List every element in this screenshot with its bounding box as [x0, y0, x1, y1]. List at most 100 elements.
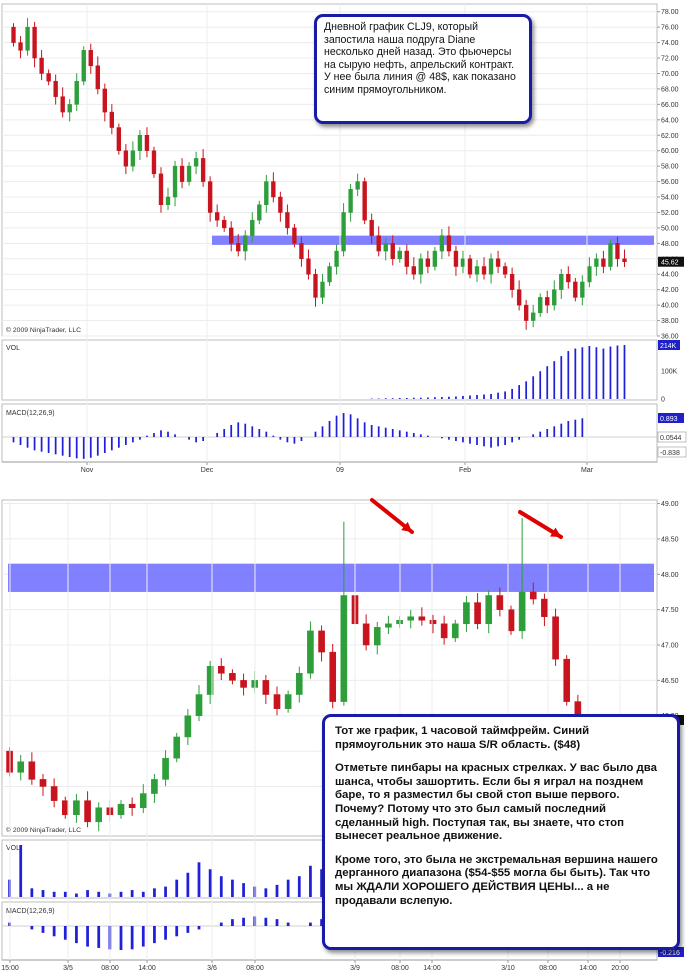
candle-body	[207, 181, 213, 213]
candle-body	[573, 281, 578, 298]
candle-body	[390, 243, 395, 260]
candle-body	[545, 297, 550, 306]
candle-body	[509, 273, 515, 290]
candle-body	[376, 235, 381, 252]
price-tick-label: 49.00	[661, 501, 679, 508]
candle-body	[32, 26, 37, 59]
macd-tick-label: 0.893	[660, 416, 678, 423]
candle-body	[320, 281, 325, 298]
candle-body	[229, 227, 234, 244]
daily-annotation-box: Дневной график CLJ9, который запостила н…	[314, 14, 532, 124]
candle-body	[474, 266, 480, 275]
price-tick-label: 38.00	[661, 318, 679, 325]
last-price-label: 45.62	[661, 260, 679, 267]
candle-body	[257, 204, 262, 221]
candle-body	[88, 50, 93, 67]
candle-body	[531, 312, 536, 321]
candle-body	[84, 800, 91, 823]
candle-body	[404, 250, 409, 267]
candle-body	[18, 42, 23, 51]
price-tick-label: 74.00	[661, 40, 679, 47]
x-tick-label: 09	[336, 467, 344, 474]
x-tick-label: 3/5	[63, 965, 73, 972]
candle-body	[151, 150, 157, 175]
candle-body	[507, 609, 515, 632]
candle-body	[151, 779, 158, 794]
candle-body	[39, 779, 47, 787]
price-tick-label: 47.50	[661, 607, 679, 614]
candle-body	[608, 243, 613, 267]
candle-body	[284, 694, 292, 709]
hourly-annotation-paragraph: Тот же график, 1 часовой таймфрейм. Сини…	[335, 725, 590, 751]
candle-body	[495, 258, 501, 267]
candle-body	[95, 807, 103, 823]
daily-annotation-text: Дневной график CLJ9, который запостила н…	[324, 21, 516, 96]
x-tick-label: 08:00	[391, 965, 409, 972]
candle-body	[615, 243, 620, 260]
candle-body	[243, 235, 248, 252]
candle-body	[407, 616, 415, 621]
macd-value-box	[657, 431, 687, 443]
candle-body	[518, 591, 526, 632]
x-tick-label: 08:00	[246, 965, 264, 972]
candle-body	[355, 181, 360, 190]
candle-body	[467, 258, 473, 275]
price-tick-label: 60.00	[661, 148, 679, 155]
candle-body	[566, 273, 571, 283]
candle-body	[440, 623, 448, 639]
hourly-annotation-paragraph: Отметьте пинбары на красных стрелках. У …	[335, 762, 657, 843]
candle-body	[165, 196, 171, 205]
candle-body	[439, 235, 445, 252]
panel-frame	[1, 339, 658, 401]
candle-body	[172, 165, 178, 198]
candle-body	[563, 658, 571, 702]
candle-body	[144, 135, 150, 151]
candle-body	[460, 258, 466, 267]
sr-zone-rectangle	[8, 563, 654, 592]
price-tick-label: 47.00	[661, 643, 679, 650]
candle-body	[307, 630, 314, 674]
candle-body	[552, 289, 557, 306]
copyright-label: © 2009 NinjaTrader, LLC	[6, 326, 81, 334]
candle-body	[273, 694, 281, 709]
candle-body	[128, 803, 136, 808]
candle-body	[123, 150, 129, 167]
candle-body	[28, 761, 36, 780]
candle-body	[425, 258, 431, 267]
candle-body	[383, 243, 388, 252]
candle-body	[229, 673, 236, 681]
candle-body	[594, 258, 599, 267]
price-tick-label: 50.00	[661, 225, 679, 232]
candle-body	[109, 111, 115, 128]
macd-tick-label: -0.216	[660, 950, 680, 957]
macd-value-box	[657, 446, 687, 458]
candle-body	[61, 800, 69, 816]
candle-body	[334, 250, 339, 267]
price-tick-label: 46.50	[661, 678, 679, 685]
candle-body	[162, 757, 169, 780]
candle-body	[432, 250, 438, 267]
price-tick-label: 72.00	[661, 56, 679, 63]
candle-body	[25, 26, 30, 51]
macd-panel-label: MACD(12,26,9)	[6, 410, 55, 417]
candle-body	[369, 219, 374, 236]
candle-body	[195, 694, 203, 716]
candle-body	[236, 243, 241, 252]
candle-body	[17, 761, 25, 773]
red-arrow-head	[550, 527, 561, 537]
candle-body	[67, 104, 72, 113]
candle-body	[214, 212, 220, 221]
candle-body	[81, 50, 86, 82]
candle-body	[295, 673, 303, 695]
candle-body	[193, 158, 199, 167]
price-tick-label: 62.00	[661, 133, 679, 140]
x-tick-label: Mar	[581, 467, 594, 474]
candle-body	[385, 623, 392, 628]
price-tick-label: 36.00	[661, 334, 679, 341]
volume-tick-label: 100K	[661, 369, 678, 376]
copyright-label: © 2009 NinjaTrader, LLC	[6, 826, 81, 834]
candle-body	[73, 800, 80, 816]
x-tick-label: 3/9	[350, 965, 360, 972]
price-tick-label: 52.00	[661, 210, 679, 217]
candle-body	[186, 165, 192, 182]
